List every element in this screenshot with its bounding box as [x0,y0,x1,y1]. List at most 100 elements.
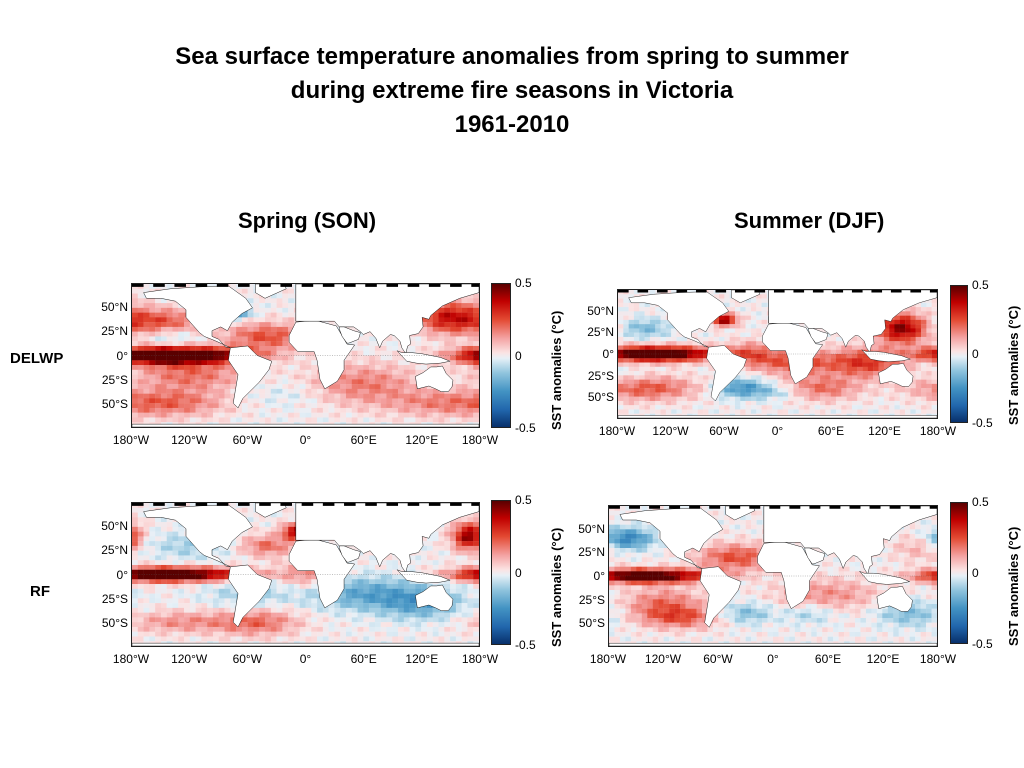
longitude-label: 60°E [817,424,845,438]
longitude-label: 120°W [171,652,208,666]
south-america-land [228,345,273,409]
latitude-label: 25°S [578,592,605,607]
south-america-land [228,564,273,628]
antarctica-land [132,642,479,646]
australia-land [415,584,454,611]
north-america-land [143,504,253,568]
latitude-label: 50°N [101,300,128,315]
colorbar-tick-label: 0 [515,565,522,580]
latitude-label: 50°N [101,519,128,534]
colorbar-tick-label: 0 [972,566,979,580]
longitude-label: 120°W [644,652,682,666]
longitude-label: 60°E [814,652,842,666]
latitude-label: 50°S [101,396,128,411]
latitude-label: 25°S [587,368,614,383]
africa-land [757,541,820,609]
sst-map-rf-spring [131,502,480,647]
longitude-label: 60°W [232,433,263,447]
latitude-label: 50°S [587,390,614,405]
latitude-label: 50°N [578,521,605,536]
arabia-land [338,326,361,344]
longitude-label: 0° [767,652,779,666]
sst-map-delwp-spring [131,283,480,428]
africa-land [762,322,824,385]
colorbar-axis-label: SST anomalies (°C) [1006,526,1021,646]
colorbar-tick-label: 0.5 [515,276,532,290]
title-line-1: Sea surface temperature anomalies from s… [175,43,849,70]
figure-title: Sea surface temperature anomalies from s… [0,40,1024,142]
sst-map-rf-summer [608,505,938,647]
colorbar-tick-label: -0.5 [972,416,993,430]
latitude-label: 25°N [101,324,128,339]
latitude-label: 0° [116,348,128,363]
colorbar-axis-label: SST anomalies (°C) [549,310,564,430]
colorbar-tick-label: 0.5 [515,493,532,507]
colorbar-tick-label: 0.5 [972,278,989,292]
longitude-label: 180°W [112,652,150,666]
latitude-label: 0° [116,567,128,582]
arabia-land [804,547,826,565]
colorbar-tick-label: -0.5 [515,638,536,652]
column-heading-spring: Spring (SON) [238,208,377,233]
longitude-label: 60°E [350,433,377,447]
title-line-2: during extreme fire seasons in Victoria [290,77,734,104]
colorbar [950,285,968,423]
south-america-land [706,345,747,402]
colorbar-tick-label: 0.5 [972,495,989,509]
latitude-label: 50°S [101,615,128,630]
longitude-label: 180°W [598,424,636,438]
longitude-label: 180°W [589,652,627,666]
longitude-label: 60°W [232,652,263,666]
longitude-label: 180°W [919,652,957,666]
longitude-label: 0° [771,424,784,438]
longitude-label: 120°E [405,652,439,666]
greenland-land [255,284,287,299]
indonesia-land [859,571,911,585]
north-america-land [628,291,730,348]
indonesia-land [396,350,451,365]
longitude-label: 0° [299,433,312,447]
greenland-land [725,506,756,521]
column-heading-summer: Summer (DJF) [734,208,885,233]
sst-map-delwp-summer [617,289,938,419]
colorbar-tick-label: -0.5 [972,637,993,651]
longitude-label: 120°E [405,433,439,447]
latitude-label: 50°N [587,303,614,318]
indonesia-land [861,349,912,362]
latitude-label: 25°S [101,591,128,606]
south-america-land [699,566,742,628]
longitude-label: 180°W [919,424,957,438]
latitude-label: 50°S [578,616,605,631]
north-america-land [143,285,253,349]
longitude-label: 180°W [112,433,150,447]
antarctica-land [609,642,937,646]
greenland-land [731,290,761,304]
colorbar-axis-label: SST anomalies (°C) [1006,305,1021,425]
colorbar-tick-label: -0.5 [515,421,536,435]
colorbar-axis-label: SST anomalies (°C) [549,527,564,647]
title-line-3: 1961-2010 [454,111,570,138]
longitude-label: 120°E [868,424,901,438]
longitude-label: 120°W [652,424,689,438]
longitude-label: 60°W [709,424,739,438]
arabia-land [808,328,829,344]
australia-land [415,365,454,392]
arabia-land [338,545,361,563]
australia-land [878,363,914,387]
africa-land [288,538,356,609]
latitude-label: 25°N [578,545,605,560]
row-label-rf: RF [30,583,50,600]
longitude-label: 0° [299,652,312,666]
colorbar [491,283,511,428]
longitude-label: 180°W [461,433,499,447]
africa-land [288,319,356,390]
colorbar-tick-label: 0 [972,347,979,361]
latitude-label: 0° [593,569,605,583]
row-label-delwp: DELWP [10,350,64,367]
australia-land [876,586,913,612]
greenland-land [255,503,287,518]
longitude-label: 60°E [350,652,377,666]
latitude-label: 25°N [101,543,128,558]
longitude-label: 60°W [703,652,733,666]
colorbar [950,502,968,644]
